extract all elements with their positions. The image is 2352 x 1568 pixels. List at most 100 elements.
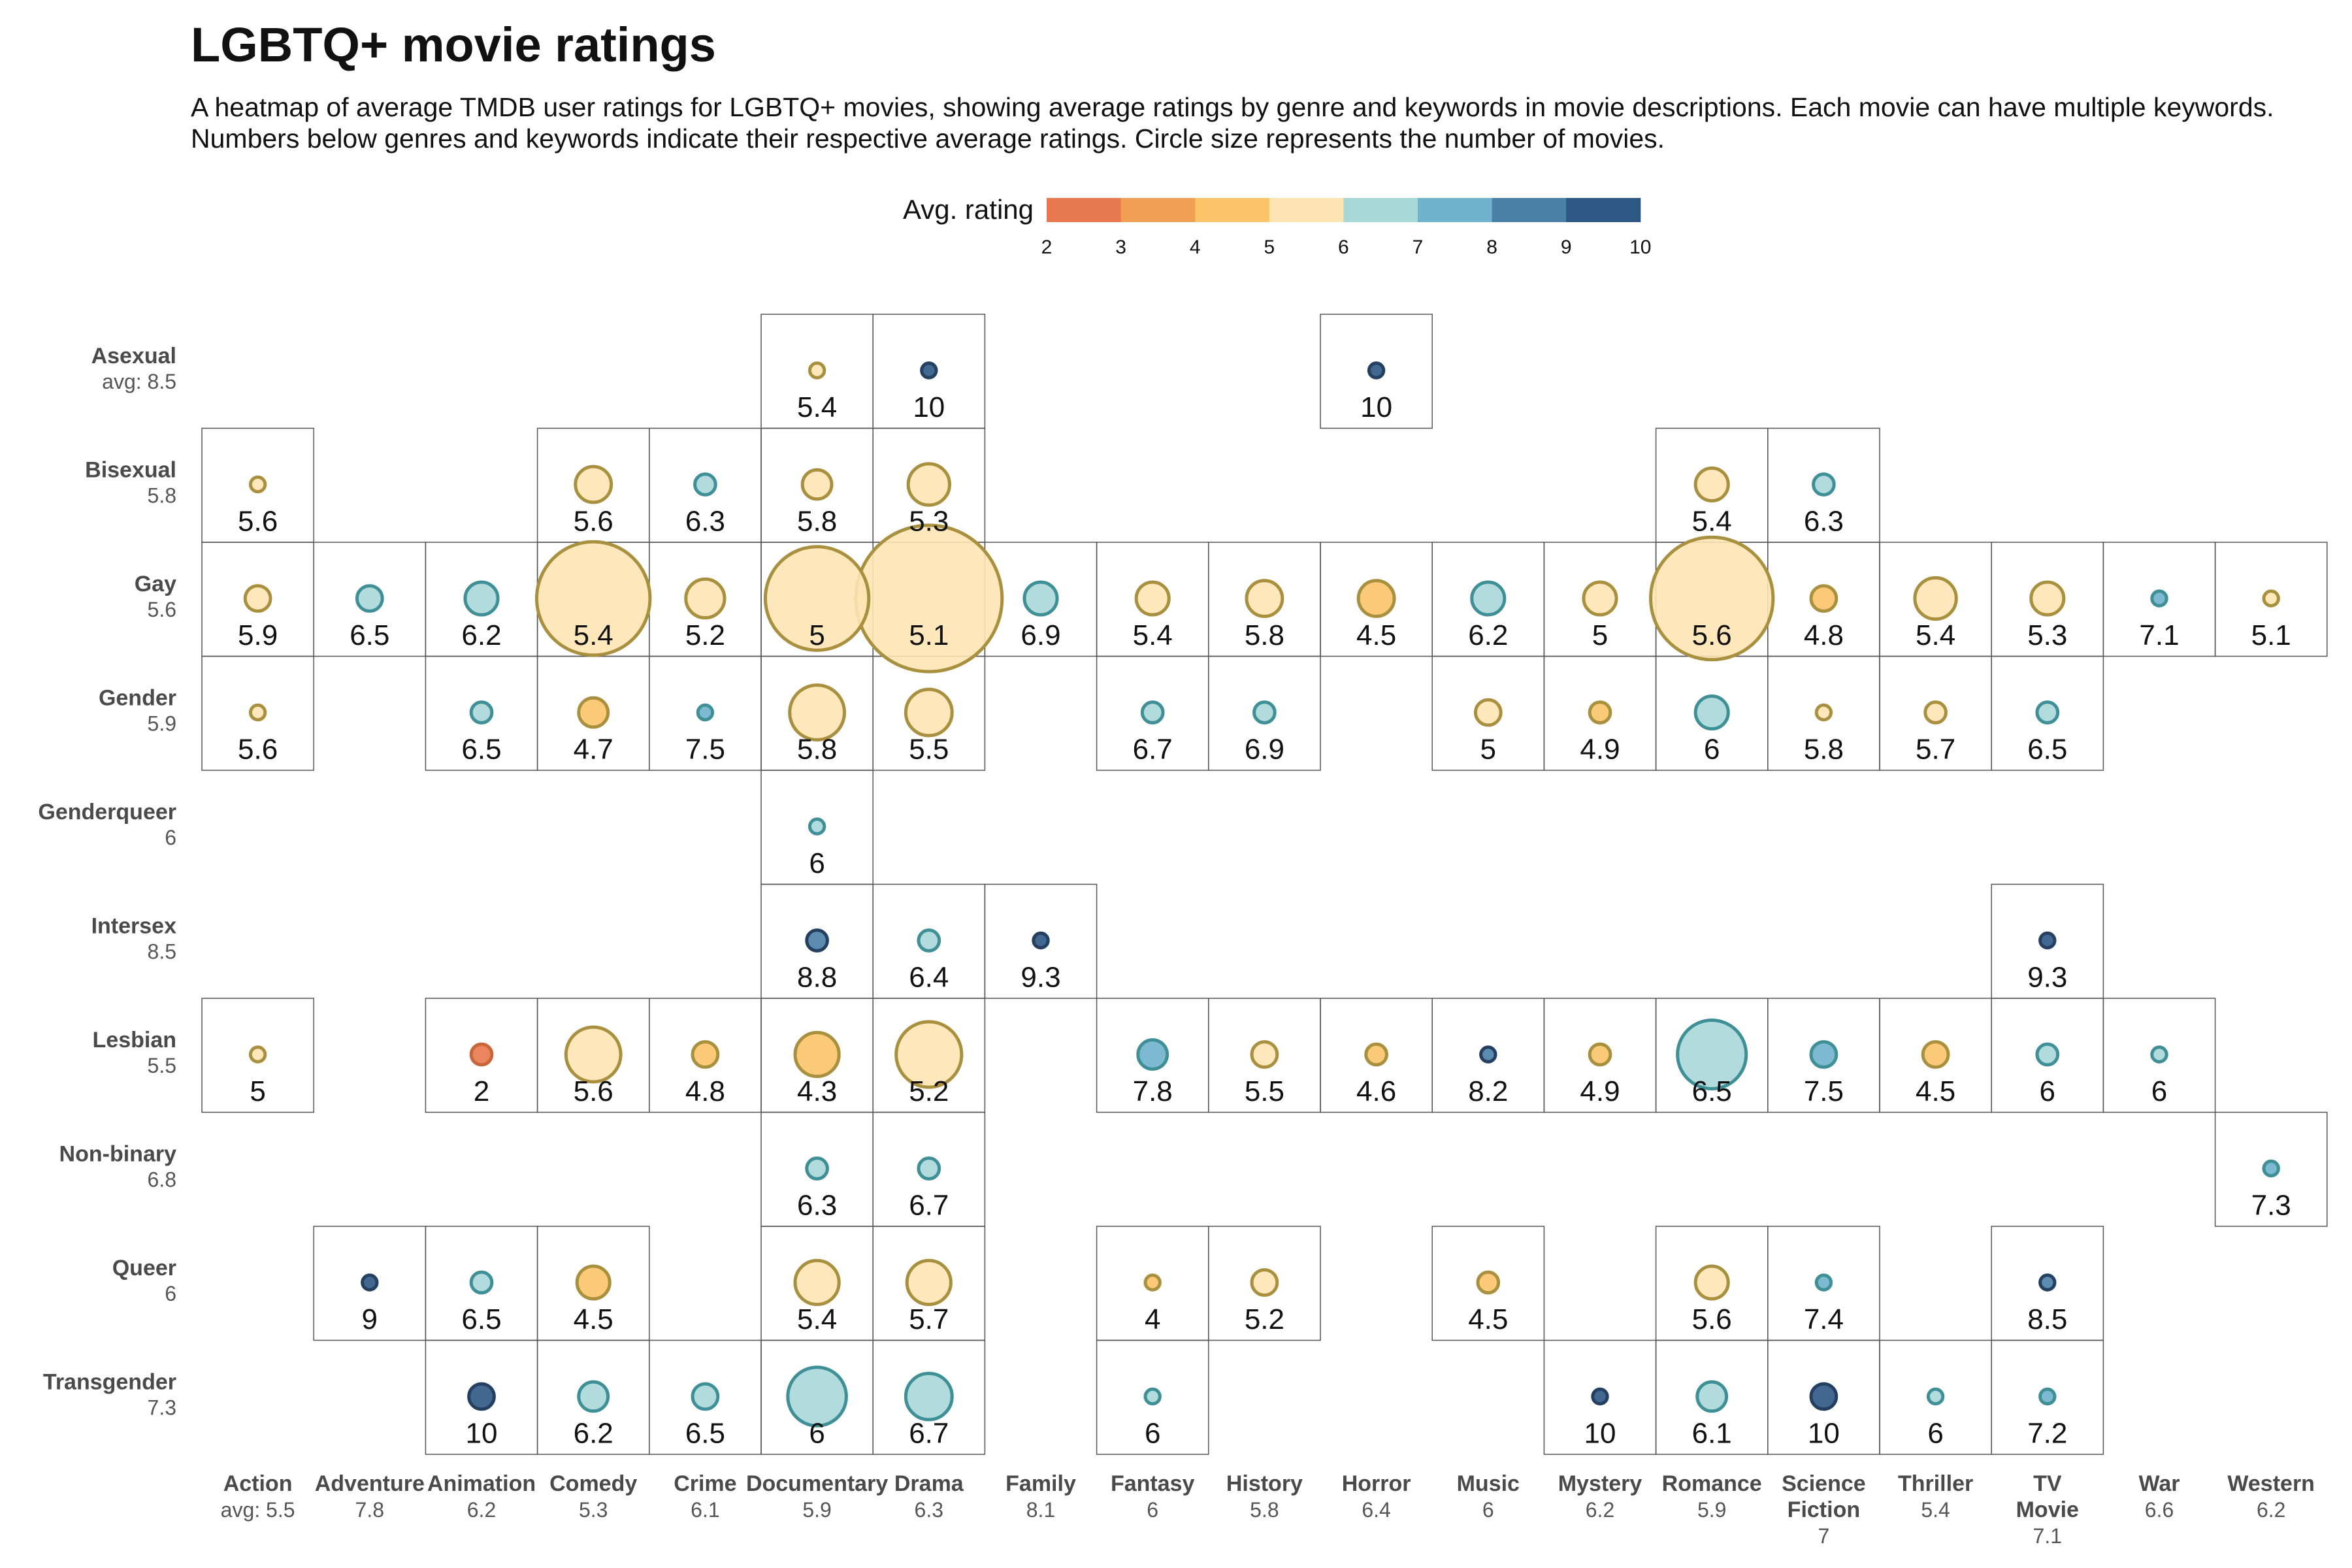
rating-circle-asexual-documentary xyxy=(808,361,826,380)
cell-value-gender-action: 5.6 xyxy=(238,734,278,766)
rating-circle-gender-music xyxy=(1473,698,1503,727)
cell-value-transgender-comedy: 6.2 xyxy=(574,1418,613,1450)
cell-value-genderqueer-documentary: 6 xyxy=(809,847,825,879)
heatmap-cell xyxy=(1431,1226,1545,1341)
rating-circle-lesbian-thriller xyxy=(1921,1040,1950,1069)
rating-circle-lesbian-history xyxy=(1250,1040,1279,1069)
cell-circles xyxy=(243,361,2280,1428)
genre-avg-documentary: 5.9 xyxy=(802,1498,831,1522)
rating-circle-gay-documentary xyxy=(763,545,871,652)
cell-value-asexual-documentary: 5.4 xyxy=(797,391,837,423)
rating-circle-queer-history xyxy=(1250,1268,1279,1297)
cell-value-bisexual-comedy: 5.6 xyxy=(574,506,613,538)
legend-swatch xyxy=(1269,198,1344,222)
rating-circle-gay-music xyxy=(1470,580,1507,617)
legend-swatch xyxy=(1418,198,1493,222)
genre-avg-mystery: 6.2 xyxy=(1586,1498,1614,1522)
rating-circle-lesbian-drama xyxy=(894,1020,964,1089)
legend-tick-label: 9 xyxy=(1561,237,1572,258)
keyword-avg-lesbian: 5.5 xyxy=(148,1054,176,1077)
genre-avg-horror: 6.4 xyxy=(1362,1498,1390,1522)
cell-value-transgender-science-fiction: 10 xyxy=(1808,1418,1840,1450)
legend-swatch xyxy=(1492,198,1567,222)
cell-value-lesbian-war: 6 xyxy=(2151,1075,2167,1107)
cell-value-queer-comedy: 4.5 xyxy=(574,1303,613,1335)
keyword-label-genderqueer: Genderqueer xyxy=(38,800,176,825)
cell-value-gay-action: 5.9 xyxy=(238,619,278,651)
cell-value-gender-tv-movie: 6.5 xyxy=(2027,734,2067,766)
cell-value-gender-documentary: 5.8 xyxy=(797,734,837,766)
rating-circle-gender-animation xyxy=(469,700,494,725)
genre-avg-comedy: 5.3 xyxy=(579,1498,608,1522)
keyword-avg-intersex: 8.5 xyxy=(148,940,176,964)
cell-value-lesbian-mystery: 4.9 xyxy=(1580,1075,1620,1107)
cell-value-bisexual-documentary: 5.8 xyxy=(797,506,837,538)
legend-title: Avg. rating xyxy=(903,194,1034,225)
rating-circle-gender-comedy xyxy=(577,696,610,729)
rating-circle-gender-thriller xyxy=(1923,700,1948,725)
genre-avg-thriller: 5.4 xyxy=(1921,1498,1950,1522)
rating-circle-lesbian-romance xyxy=(1676,1018,1748,1091)
legend-swatch xyxy=(1047,198,1122,222)
genre-label-comedy: Comedy xyxy=(549,1471,637,1496)
rating-circle-queer-documentary xyxy=(793,1258,841,1307)
heatmap-cell xyxy=(1096,1339,1209,1455)
heatmap-cell xyxy=(1320,314,1433,429)
cell-value-transgender-fantasy: 6 xyxy=(1145,1418,1160,1450)
keyword-avg-queer: 6 xyxy=(165,1282,176,1305)
rating-circle-genderqueer-documentary xyxy=(808,817,826,836)
rating-circle-lesbian-music xyxy=(1479,1045,1497,1064)
cell-value-non-binary-drama: 6.7 xyxy=(909,1190,949,1222)
keyword-avg-transgender: 7.3 xyxy=(148,1396,176,1420)
cell-value-asexual-horror: 10 xyxy=(1360,391,1392,423)
cell-value-intersex-drama: 6.4 xyxy=(909,962,949,994)
heatmap-cell xyxy=(1208,1226,1321,1341)
genre-avg-western: 6.2 xyxy=(2257,1498,2285,1522)
rating-circle-lesbian-animation xyxy=(469,1042,494,1067)
heatmap-cell xyxy=(201,655,314,771)
cell-value-queer-documentary: 5.4 xyxy=(797,1303,837,1335)
rating-circle-gay-crime xyxy=(684,577,727,620)
cell-value-gender-thriller: 5.7 xyxy=(1916,734,1955,766)
genre-label-tv-movie: TV xyxy=(2033,1471,2062,1496)
genre-avg-history: 5.8 xyxy=(1250,1498,1279,1522)
heatmap-cell xyxy=(872,1339,986,1455)
cell-value-gay-music: 6.2 xyxy=(1468,619,1508,651)
cell-value-transgender-drama: 6.7 xyxy=(909,1418,949,1450)
rating-circle-transgender-tv-movie xyxy=(2038,1387,2057,1406)
heatmap-cell xyxy=(1208,655,1321,771)
cell-value-gender-crime: 7.5 xyxy=(685,734,725,766)
cell-value-queer-romance: 5.6 xyxy=(1692,1303,1732,1335)
rating-circle-queer-fantasy xyxy=(1143,1273,1162,1292)
cell-value-queer-fantasy: 4 xyxy=(1145,1303,1160,1335)
rating-circle-non-binary-documentary xyxy=(805,1156,829,1181)
rating-circle-lesbian-documentary xyxy=(793,1030,841,1079)
cell-value-gender-romance: 6 xyxy=(1704,734,1720,766)
rating-circle-queer-music xyxy=(1476,1270,1501,1295)
rating-circle-lesbian-war xyxy=(2150,1045,2168,1064)
cell-value-bisexual-crime: 6.3 xyxy=(685,506,725,538)
cell-value-gender-animation: 6.5 xyxy=(461,734,501,766)
genre-label-history: History xyxy=(1226,1471,1303,1496)
cell-value-non-binary-western: 7.3 xyxy=(2251,1190,2291,1222)
keyword-label-gay: Gay xyxy=(135,572,176,596)
cell-value-gender-history: 6.9 xyxy=(1245,734,1284,766)
rating-circle-transgender-crime xyxy=(691,1382,720,1411)
rating-circle-bisexual-drama xyxy=(906,462,951,507)
chart-subtitle: A heatmap of average TMDB user ratings f… xyxy=(191,92,2274,154)
keyword-label-transgender: Transgender xyxy=(43,1370,176,1395)
rating-circle-queer-science-fiction xyxy=(1814,1273,1833,1292)
keyword-avg-gender: 5.9 xyxy=(148,712,176,736)
heatmap-cell xyxy=(1991,1339,2104,1455)
cell-value-gay-family: 6.9 xyxy=(1021,619,1060,651)
heatmap-cells: 5.4 10 10 5.6 5.6 6.3 5.8 5.3 5.4 6.3 5.9 6.5 6.2 5.4… xyxy=(201,314,2328,1455)
cell-value-gender-drama: 5.5 xyxy=(909,734,949,766)
cell-value-lesbian-drama: 5.2 xyxy=(909,1075,949,1107)
cell-value-intersex-family: 9.3 xyxy=(1021,962,1060,994)
genre-avg-fantasy: 6 xyxy=(1147,1498,1158,1522)
heatmap-cell xyxy=(201,998,314,1113)
keyword-label-intersex: Intersex xyxy=(91,914,176,939)
genre-label-drama: Drama xyxy=(894,1471,964,1496)
cell-value-gay-history: 5.8 xyxy=(1245,619,1284,651)
